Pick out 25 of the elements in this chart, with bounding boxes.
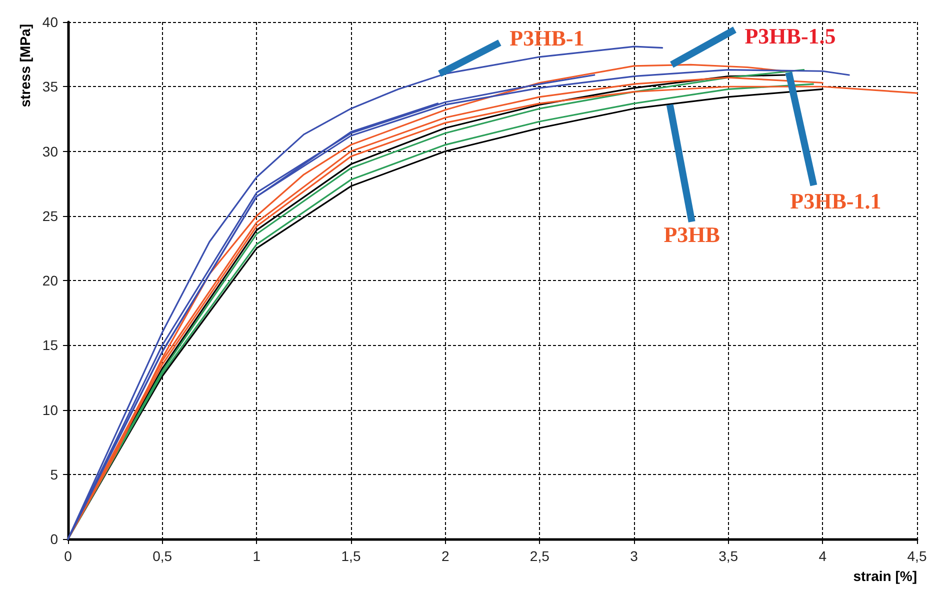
annotation: P3HB-1.5	[744, 24, 836, 49]
x-tick-label: 2	[441, 548, 450, 564]
annotation: P3HB-1	[510, 26, 584, 51]
x-tick-label: 1	[252, 548, 261, 564]
x-tick-label: 3	[630, 548, 638, 564]
y-tick-label: 35	[42, 78, 58, 95]
annotation: P3HB-1.1	[790, 188, 882, 214]
x-tick-label: 2,5	[530, 548, 550, 564]
y-tick-label: 0	[50, 531, 58, 547]
x-tick-label: 4	[818, 548, 827, 564]
y-tick-label: 10	[42, 402, 58, 418]
y-tick-label: 20	[42, 272, 58, 288]
x-tick-label: 1,5	[341, 548, 361, 564]
y-tick-label: 40	[42, 14, 58, 30]
y-tick-label: 5	[50, 466, 58, 482]
annotation: P3HB	[664, 222, 720, 247]
x-tick-label: 4,5	[907, 548, 927, 564]
y-tick-label: 30	[42, 143, 58, 160]
x-tick-label: 3,5	[718, 548, 738, 564]
x-tick-label: 0,5	[152, 548, 172, 564]
y-axis-title: stress [MPa]	[17, 24, 33, 108]
y-tick-label: 25	[42, 208, 58, 224]
x-axis-title: strain [%]	[853, 568, 917, 584]
y-tick-label: 15	[42, 337, 58, 354]
x-tick-label: 0	[64, 548, 72, 564]
